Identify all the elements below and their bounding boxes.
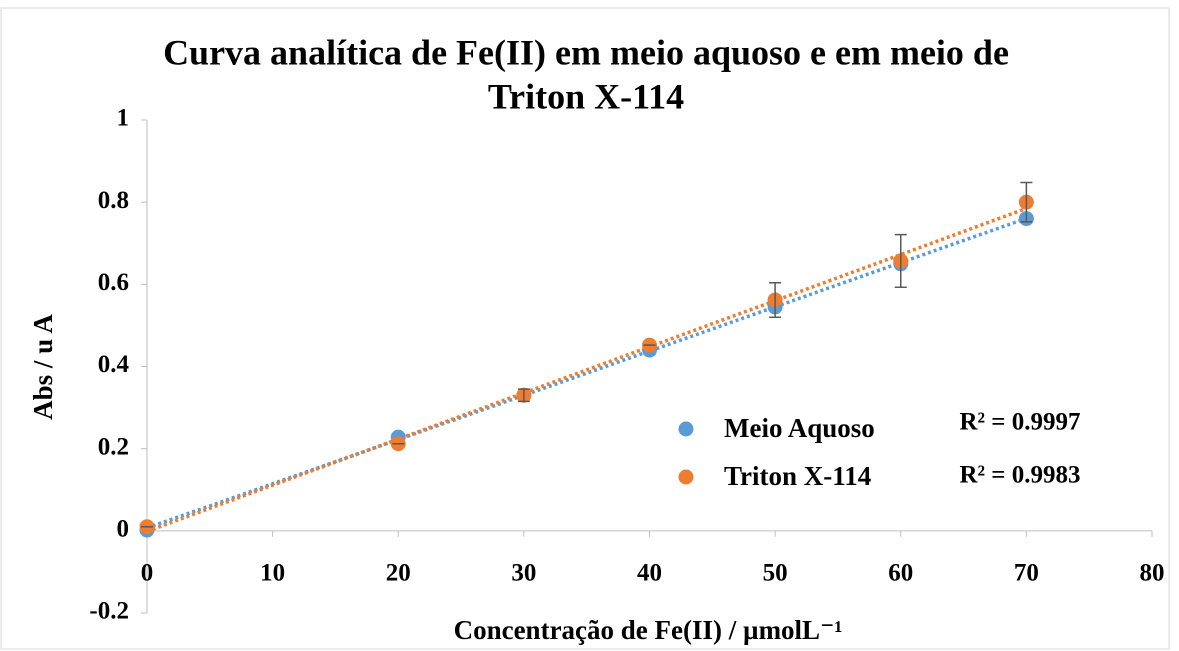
legend-marker	[678, 469, 694, 485]
legend-label: Meio Aquoso	[724, 413, 875, 443]
x-tick-label: 10	[260, 560, 285, 587]
chart-frame	[0, 7, 1170, 650]
y-tick-label: 0.4	[98, 351, 130, 378]
chart-title: Curva analítica de Fe(II) em meio aquoso…	[163, 32, 1009, 72]
r-squared-label: R² = 0.9983	[959, 462, 1080, 489]
error-bar	[769, 281, 782, 318]
y-axis-label: Abs / u A	[28, 314, 58, 420]
error-bar	[894, 233, 907, 288]
y-tick-label: -0.2	[89, 598, 129, 625]
x-tick-label: 0	[141, 560, 154, 587]
trendline	[146, 216, 1027, 530]
x-tick-label: 20	[386, 560, 411, 587]
y-tick-label: 1	[117, 105, 130, 132]
x-tick-label: 30	[511, 560, 536, 587]
error-bar	[517, 388, 530, 403]
y-tick-label: 0.8	[98, 187, 129, 214]
x-tick-label: 60	[888, 560, 913, 587]
x-tick-label: 70	[1014, 560, 1039, 587]
legend-label: Triton X-114	[724, 461, 871, 491]
r-squared-label: R² = 0.9997	[959, 409, 1080, 436]
y-tick-label: 0	[117, 516, 130, 543]
trendline	[146, 206, 1027, 533]
y-tick-label: 0.6	[98, 269, 129, 296]
legend-marker	[678, 421, 694, 437]
chart-title: Triton X-114	[488, 76, 684, 116]
x-tick-label: 50	[763, 560, 788, 587]
x-axis-label: Concentração de Fe(II) / µmolL⁻¹	[454, 615, 843, 645]
x-tick-label: 80	[1140, 560, 1165, 587]
y-tick-label: 0.2	[98, 433, 129, 460]
error-bar	[1020, 181, 1033, 223]
x-tick-label: 40	[637, 560, 662, 587]
